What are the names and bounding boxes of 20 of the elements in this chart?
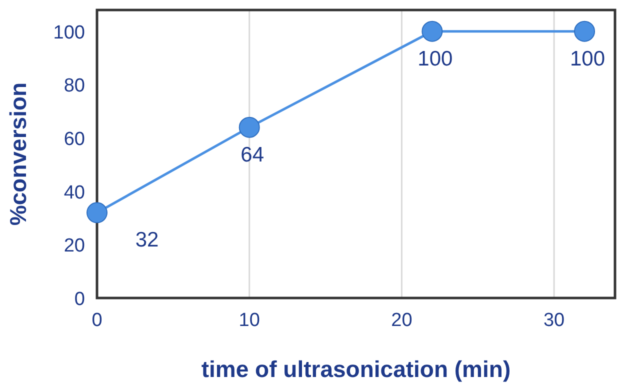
x-tick-label: 10 [238,310,260,331]
point [422,20,443,42]
y-tick-label: 80 [64,76,85,97]
x-tick-label: 0 [92,310,102,331]
point [86,202,108,224]
y-tick-label: 0 [74,289,85,310]
y-tick-label: 100 [53,22,85,44]
point [574,20,596,42]
x-tick-label: 20 [391,310,412,331]
y-axis-title: %conversion [5,82,31,226]
y-tick-label: 60 [64,129,85,150]
data-label: 32 [135,228,159,252]
data-label: 100 [570,47,606,70]
point [238,116,260,138]
y-tick-label: 20 [64,236,85,257]
y-tick-label: 40 [64,182,85,204]
x-axis-title: time of ultrasonication (min) [201,356,511,382]
data-label: 64 [240,143,264,166]
x-tick-label: 30 [543,310,565,331]
data-label: 100 [418,47,453,70]
